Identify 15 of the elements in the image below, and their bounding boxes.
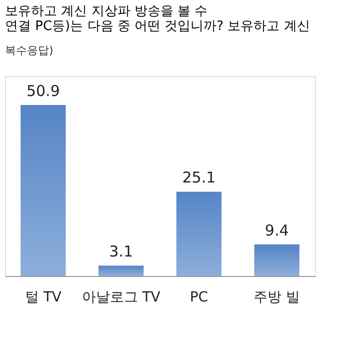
data-label: 9.4 <box>264 221 289 240</box>
bar <box>176 192 222 276</box>
data-label: 25.1 <box>182 168 216 187</box>
text: 연결 PC등)는 다음 중 어떤 것입니까? 보유하고 계신 <box>5 19 310 34</box>
bar <box>254 244 300 276</box>
bar <box>20 105 66 276</box>
text: 보유하고 계신 지상파 방송을 볼 수 <box>5 4 208 19</box>
data-label: 50.9 <box>26 82 60 100</box>
bar <box>98 266 144 276</box>
x-tick-label: 아날로그 TV <box>82 290 161 306</box>
chart-subtitle: 복수응답) <box>5 44 54 57</box>
x-tick-label: PC <box>190 290 208 306</box>
x-tick-label: 털 TV <box>24 290 62 306</box>
x-tick-label: 주방 빌 <box>254 290 300 306</box>
data-label: 3.1 <box>109 242 133 261</box>
